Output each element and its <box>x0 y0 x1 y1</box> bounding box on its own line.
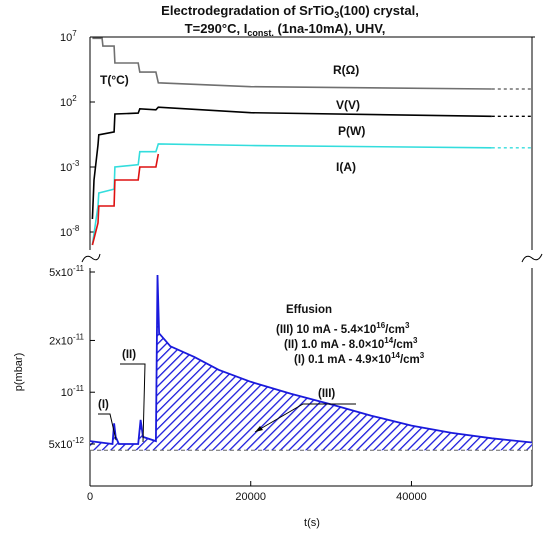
series-I-line <box>91 153 160 246</box>
legend-row-1: (I) 0.1 mA - 4.9×1014/cm3 <box>294 351 425 366</box>
svg-text:(III): (III) <box>318 388 335 400</box>
upper-tick-label-0: 107 <box>60 29 77 44</box>
chart-title-line1: Electrodegradation of SrTiO3(100) crysta… <box>161 3 419 20</box>
annotation-I: (I) <box>98 399 117 441</box>
lower-tick-label-2: 10-11 <box>61 384 85 399</box>
x-axis-label: t(s) <box>304 517 320 529</box>
x-tick-label-1: 20000 <box>235 491 266 503</box>
y-axis-label: p(mbar) <box>13 353 25 392</box>
chart-title-line2: T=290°C, Iconst. (1na-10mA), UHV, <box>185 21 386 38</box>
upper-y-ticks: 107 102 10-3 10-8 <box>60 29 95 239</box>
x-tick-label-0: 0 <box>87 491 93 503</box>
upper-series <box>91 37 532 246</box>
svg-text:(I): (I) <box>98 399 109 411</box>
legend-row-3: (III) 10 mA - 5.4×1016/cm3 <box>276 321 410 336</box>
x-tick-label-2: 40000 <box>396 491 427 503</box>
lower-y-ticks: 5x10-11 2x10-11 10-11 5x10-12 <box>49 264 95 451</box>
label-R: R(Ω) <box>333 63 359 77</box>
pressure-hatched-area <box>90 275 532 451</box>
left-axis-break <box>81 253 101 263</box>
upper-tick-label-1: 102 <box>60 94 77 109</box>
lower-tick-label-3: 5x10-12 <box>49 436 85 451</box>
lower-tick-label-1: 2x10-11 <box>49 332 84 347</box>
x-axis-ticks: 0 20000 40000 <box>87 481 427 503</box>
legend-title: Effusion <box>286 304 332 316</box>
series-V-line <box>91 106 492 220</box>
lower-tick-label-0: 5x10-11 <box>49 264 84 279</box>
upper-tick-label-2: 10-3 <box>60 159 80 174</box>
label-T: T(°C) <box>100 73 129 87</box>
pressure-area <box>89 274 533 451</box>
annotation-III: (III) <box>254 388 356 433</box>
pressure-line <box>89 274 533 446</box>
right-axis-break <box>521 253 543 263</box>
svg-text:(II): (II) <box>122 349 136 361</box>
series-R-line <box>92 37 492 90</box>
upper-tick-label-3: 10-8 <box>60 224 80 239</box>
series-P-line <box>91 143 492 246</box>
label-V: V(V) <box>336 98 360 112</box>
effusion-legend: Effusion (III) 10 mA - 5.4×1016/cm3 (II)… <box>276 304 425 366</box>
label-P: P(W) <box>338 124 365 138</box>
legend-row-2: (II) 1.0 mA - 8.0×1014/cm3 <box>284 336 418 351</box>
label-I: I(A) <box>336 160 356 174</box>
plot-frame <box>89 36 535 487</box>
annotation-II: (II) <box>120 349 146 443</box>
